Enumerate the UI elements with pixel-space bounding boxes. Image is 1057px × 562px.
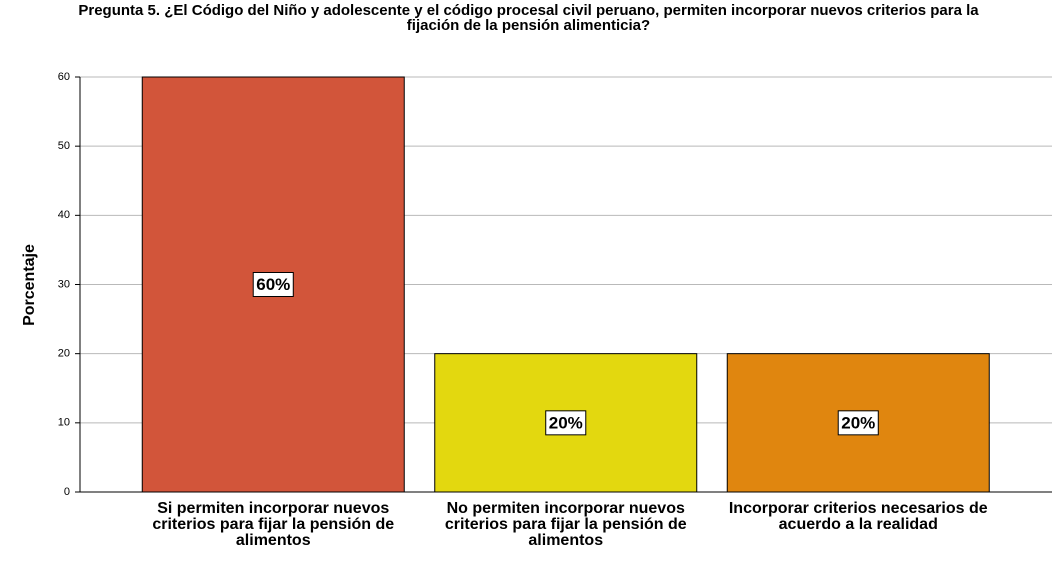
y-tick-label: 10: [58, 417, 70, 429]
chart-title: Pregunta 5. ¿El Código del Niño y adoles…: [78, 2, 979, 34]
y-tick-label: 30: [58, 278, 70, 290]
value-label: 20%: [549, 413, 583, 432]
x-tick-label: Incorporar criterios necesarios de acuer…: [728, 500, 988, 533]
value-label: 20%: [841, 413, 875, 432]
value-label-box: [837, 410, 879, 436]
y-tick-label: 20: [58, 348, 70, 360]
value-label-box: [545, 410, 587, 436]
y-tick-label: 0: [64, 486, 70, 498]
y-tick-label: 40: [58, 209, 70, 221]
x-tick-label: No permiten incorporar nuevos criterios …: [444, 500, 687, 549]
y-axis-label: Porcentaje: [21, 244, 38, 326]
x-tick-label: Si permiten incorporar nuevos criterios …: [152, 500, 395, 549]
y-tick-label: 50: [58, 140, 70, 152]
value-label: 60%: [256, 275, 290, 294]
y-tick-label: 60: [58, 71, 70, 83]
value-label-box: [252, 272, 294, 297]
